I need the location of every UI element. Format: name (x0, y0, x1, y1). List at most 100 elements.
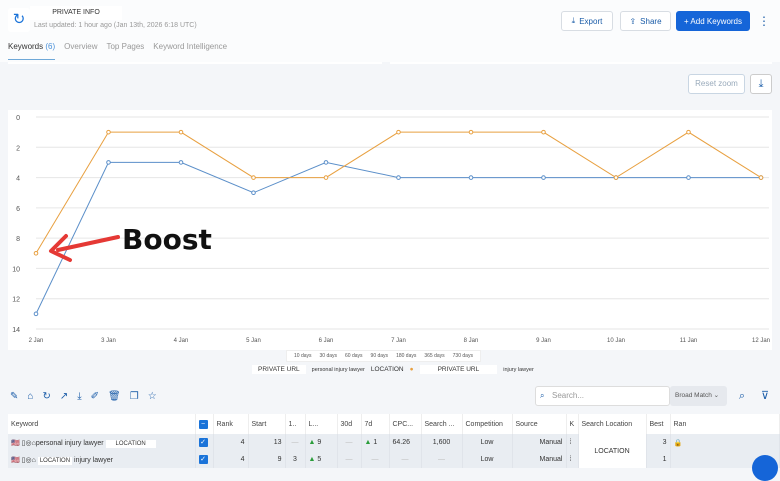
edit-icon[interactable]: ✎ (10, 391, 19, 402)
legend-url-2[interactable]: PRIVATE URL (419, 365, 498, 374)
star-icon[interactable]: ☆ (147, 391, 157, 402)
col-life[interactable]: L... (305, 414, 338, 434)
tab-keyword-intelligence[interactable]: Keyword Intelligence (153, 42, 228, 51)
select-all-checkbox[interactable]: − (195, 414, 214, 434)
col-cpc[interactable]: CPC... (389, 414, 422, 434)
share-icon: ⇪ (629, 16, 637, 26)
y-tick-label: 0 (16, 115, 20, 122)
x-tick-label: 4 Jan (174, 338, 189, 344)
range-30-days[interactable]: 30 days (319, 353, 338, 359)
legend-keyword-1[interactable]: personal injury lawyer (311, 366, 365, 373)
reset-zoom-button[interactable]: Reset zoom (688, 74, 745, 94)
data-point (396, 175, 401, 180)
data-point (251, 190, 256, 196)
chart-legend: PRIVATE URL personal injury lawyer LOCAT… (252, 365, 534, 374)
keywords-table: Keyword − Rank Start 1.. L... 30d 7d CPC… (8, 414, 780, 468)
range-730-days[interactable]: 730 days (452, 353, 473, 359)
chart-download-icon[interactable]: ⤓ (750, 74, 772, 94)
range-60-days[interactable]: 60 days (345, 353, 363, 359)
device-icon: ▯◎⌂ (21, 439, 36, 447)
x-tick-label: 12 Jan (752, 338, 770, 344)
bulk-toolbar: ✎ ⌂ ↻ ↗ ⤓ ✐ 🗑 ❐ ☆ (10, 391, 157, 402)
chat-widget-button[interactable] (752, 455, 778, 481)
data-point (178, 129, 184, 135)
range-10-days[interactable]: 10 days (294, 353, 312, 359)
legend-keyword-2[interactable]: injury lawyer (503, 366, 534, 373)
tab-keywords[interactable]: Keywords (6) (8, 42, 56, 60)
data-point (541, 129, 546, 135)
data-point (323, 160, 329, 165)
legend-location[interactable]: LOCATION (370, 366, 404, 373)
range-90-days[interactable]: 90 days (370, 353, 389, 359)
col-rank[interactable]: Rank (213, 414, 249, 434)
y-tick-label: 12 (12, 297, 20, 304)
data-point (106, 129, 111, 135)
col-source[interactable]: Source (512, 414, 567, 434)
arrow-up-icon: ▲ (308, 456, 316, 463)
data-point (686, 175, 691, 180)
download-icon[interactable]: ⤓ (77, 391, 82, 402)
search-input[interactable]: ⌕ Search... (535, 386, 670, 406)
pencil-icon[interactable]: ✐ (90, 391, 100, 402)
range-180-days[interactable]: 180 days (396, 353, 417, 359)
trash-icon[interactable]: 🗑 (108, 391, 121, 402)
y-tick-label: 4 (16, 176, 20, 183)
drag-handle-icon[interactable]: ⁞ (566, 434, 579, 451)
search-button[interactable]: ⌕ (738, 390, 746, 402)
range-365-days[interactable]: 365 days (424, 353, 445, 359)
device-icon: ▯◎⌂ (21, 456, 36, 464)
project-title: PRIVATE INFO (30, 6, 122, 20)
row-checkbox[interactable]: ✓ (198, 455, 208, 464)
legend-dot-icon: ● (409, 366, 414, 373)
col-7d[interactable]: 7d (361, 414, 390, 434)
lock-icon: 🔒 (670, 434, 780, 451)
col-search-volume[interactable]: Search ... (421, 414, 463, 434)
table-row[interactable]: 🇺🇸 ▯◎⌂personal injury lawyer LOCATION ✓ … (8, 434, 780, 468)
col-30d[interactable]: 30d (337, 414, 362, 434)
x-tick-label: 6 Jan (319, 338, 334, 344)
chart-icon[interactable]: ↗ (59, 391, 69, 402)
y-tick-label: 6 (16, 206, 20, 213)
col-start[interactable]: Start (248, 414, 286, 434)
col-keyword[interactable]: Keyword (8, 414, 196, 434)
data-point (613, 175, 619, 180)
add-keywords-button[interactable]: + Add Keywords (676, 11, 750, 31)
x-tick-label: 10 Jan (607, 338, 625, 344)
refresh-icon[interactable]: ↻ (8, 8, 30, 32)
filter-icon[interactable]: ⊽ (760, 390, 770, 402)
data-point (251, 175, 256, 180)
drag-handle-icon[interactable]: ⁞ (566, 451, 579, 468)
tab-overview[interactable]: Overview (64, 42, 98, 51)
export-button[interactable]: ⤓ Export (561, 11, 613, 31)
legend-url-1[interactable]: PRIVATE URL (252, 365, 306, 374)
annotation-text: Boost (122, 223, 212, 256)
col-1d[interactable]: 1.. (285, 414, 306, 434)
data-point (758, 175, 764, 180)
data-point (396, 129, 401, 135)
more-icon[interactable]: ⋮ (758, 14, 770, 28)
copy-icon[interactable]: ❐ (129, 391, 139, 402)
refresh-icon[interactable]: ↻ (42, 391, 51, 402)
data-point (178, 160, 184, 165)
col-k[interactable]: K (566, 414, 579, 434)
table-row[interactable]: 🇺🇸 ▯◎⌂ LOCATION injury lawyer ✓ 4 9 3 ▲ … (8, 451, 780, 468)
data-point (541, 175, 546, 180)
tab-top-pages[interactable]: Top Pages (106, 42, 145, 51)
row-checkbox[interactable]: ✓ (198, 438, 208, 447)
arrow-up-icon: ▲ (364, 439, 372, 446)
chevron-down-icon: ⌄ (713, 392, 720, 399)
col-ranking-url[interactable]: Ran (670, 414, 780, 434)
y-tick-label: 8 (16, 236, 20, 243)
col-search-location[interactable]: Search Location (578, 414, 647, 434)
arrow-up-icon: ▲ (308, 439, 316, 446)
col-best[interactable]: Best (646, 414, 671, 434)
match-type-select[interactable]: Broad Match ⌄ (670, 386, 727, 406)
col-competition[interactable]: Competition (462, 414, 513, 434)
x-tick-label: 8 Jan (464, 338, 479, 344)
share-button[interactable]: ⇪ Share (620, 11, 671, 31)
tag-icon[interactable]: ⌂ (27, 391, 34, 402)
x-tick-label: 5 Jan (246, 338, 261, 344)
data-point (468, 175, 474, 180)
y-tick-label: 2 (16, 145, 20, 152)
data-point (323, 175, 329, 180)
